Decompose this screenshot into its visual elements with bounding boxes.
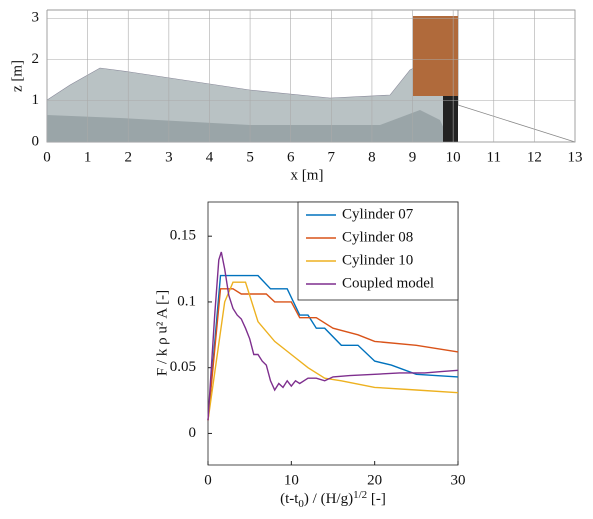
series-line xyxy=(207,288,459,421)
x-tick-label: 5 xyxy=(246,149,254,165)
x-tick-label: 9 xyxy=(409,149,417,165)
x-axis-label-part: (t-t xyxy=(280,491,299,507)
x-tick-label: 6 xyxy=(287,149,295,165)
x-axis-label-part: 1/2 xyxy=(353,489,367,501)
x-tick-label: 11 xyxy=(487,149,501,165)
x-axis-label-part: [-] xyxy=(367,491,386,507)
series-line xyxy=(207,281,459,421)
x-tick-label: 10 xyxy=(284,472,299,488)
x-tick-label: 10 xyxy=(446,149,461,165)
x-tick-label: 12 xyxy=(527,149,542,165)
x-tick-label: 3 xyxy=(165,149,173,165)
x-tick-label: 1 xyxy=(84,149,92,165)
x-axis-label-part: ) / (H/g) xyxy=(304,491,353,507)
legend-label: Cylinder 07 xyxy=(342,206,414,222)
y-tick-label: 2 xyxy=(32,51,40,67)
legend-label: Coupled model xyxy=(342,275,434,291)
y-axis-label: z [m] xyxy=(9,60,25,92)
x-tick-label: 4 xyxy=(206,149,214,165)
y-axis-label: F / k ρ u² A [-] xyxy=(154,290,170,376)
x-axis-label-part: 0 xyxy=(298,498,304,510)
y-tick-label: 0 xyxy=(32,133,40,149)
x-tick-label: 13 xyxy=(568,149,583,165)
y-tick-label: 0.05 xyxy=(170,359,196,375)
y-tick-label: 0.15 xyxy=(170,228,196,244)
x-tick-label: 0 xyxy=(204,472,212,488)
series-line xyxy=(207,251,459,421)
legend-label: Cylinder 10 xyxy=(342,252,413,268)
x-axis-label: (t-t0) / (H/g)1/2 [-] xyxy=(280,489,386,510)
x-tick-label: 8 xyxy=(368,149,376,165)
x-axis-label: x [m] xyxy=(291,167,324,183)
series-line xyxy=(207,274,459,421)
x-tick-label: 0 xyxy=(43,149,51,165)
x-tick-label: 30 xyxy=(451,472,466,488)
scene-decoration xyxy=(46,9,576,143)
y-tick-label: 0 xyxy=(189,425,197,441)
legend-label: Cylinder 08 xyxy=(342,229,413,245)
y-tick-label: 3 xyxy=(32,10,40,26)
y-tick-label: 0.1 xyxy=(177,293,196,309)
y-tick-label: 1 xyxy=(32,92,40,108)
x-tick-label: 7 xyxy=(328,149,336,165)
x-tick-label: 20 xyxy=(367,472,382,488)
x-tick-label: 2 xyxy=(124,149,132,165)
